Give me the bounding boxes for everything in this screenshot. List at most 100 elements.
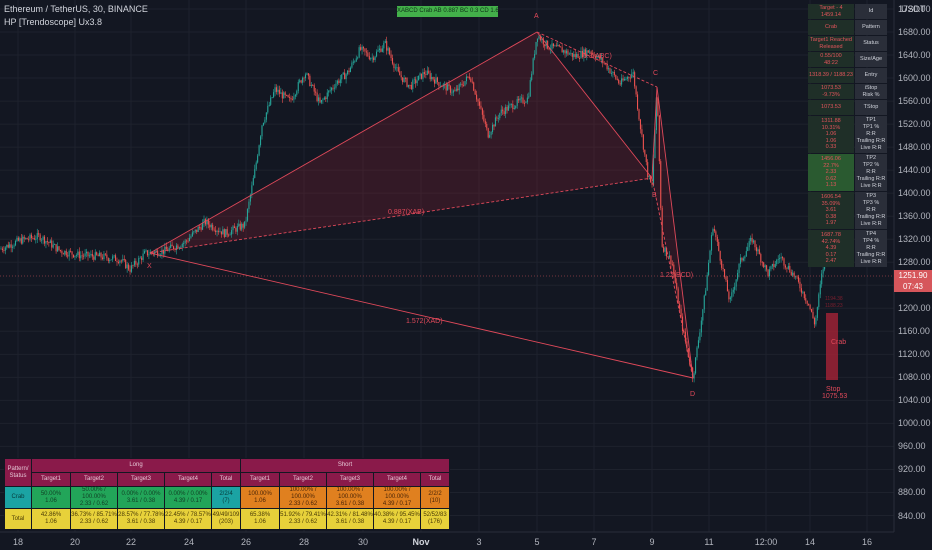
candle-body [333, 87, 336, 89]
candle-body [130, 265, 133, 272]
candle-body [122, 258, 124, 261]
candle-body [6, 244, 8, 248]
candle-body [467, 76, 469, 78]
info-label-line: TP2 % [862, 162, 880, 168]
ratio-xad-label: 1.572(XAD) [406, 318, 443, 325]
candle-body [512, 104, 514, 110]
info-value-line: 3.61 [825, 207, 837, 214]
candle-body [415, 79, 417, 84]
stats-cell: 0.00% / 0.00% 3.61 / 0.38 [117, 486, 165, 509]
candle-body [400, 75, 402, 78]
candle-body [699, 332, 701, 341]
info-value-line: 1.06 [825, 137, 837, 144]
candle-body [419, 73, 421, 76]
candle-body [626, 77, 628, 80]
candle-body [420, 73, 423, 79]
candle-body [547, 40, 549, 49]
candle-body [39, 234, 41, 241]
candle-body [787, 266, 789, 269]
info-label-line: TP3 % [862, 200, 880, 206]
candle-body [373, 57, 375, 61]
stats-cell: 52/52/83 (176) [420, 508, 450, 530]
candle-body [779, 258, 781, 260]
stats-cell-line: 4.39 / 0.17 [173, 497, 203, 504]
price-tick-label: 960.00 [898, 441, 926, 452]
candle-body [33, 238, 35, 240]
candle-body [763, 262, 765, 268]
candle-body [3, 250, 5, 251]
candle-body [193, 231, 195, 233]
candle-body [783, 258, 785, 266]
candle-body [291, 99, 293, 101]
stats-subheader: Target4 [164, 472, 212, 487]
candle-body [521, 97, 523, 99]
candle-body [261, 125, 263, 137]
candle-body [357, 57, 359, 59]
candle-body [232, 226, 234, 231]
candle-body [541, 38, 543, 41]
time-tick-label: 5 [534, 537, 540, 547]
candle-body [335, 83, 337, 88]
stats-subheader: Target3 [326, 472, 374, 487]
info-label-line: Live R:R [860, 145, 882, 151]
candle-body [244, 221, 246, 228]
pattern-badge: XABCD Crab AB 0.887 BC 0.3 CD 1.6 XD 1.5… [397, 6, 498, 17]
stats-cell-line: (7) [222, 497, 230, 504]
candle-body [700, 320, 702, 333]
candle-body [374, 56, 376, 61]
info-label-line: Risk % [862, 91, 880, 98]
candle-body [457, 88, 459, 91]
candle-body [397, 67, 399, 72]
candle-body [74, 255, 76, 258]
candle-body [663, 246, 665, 252]
candle-body [71, 251, 73, 255]
candle-body [536, 38, 539, 42]
info-value: 1687.78 42.74% 4.39 0.17 2.47 [808, 230, 854, 267]
candle-body [616, 78, 618, 80]
candle-body [816, 307, 818, 318]
candle-body [251, 185, 253, 195]
candle-body [303, 77, 305, 79]
candle-body [16, 237, 18, 241]
info-label-line: TP2 [865, 155, 877, 161]
stats-cell-line: 4.39 / 0.17 [173, 519, 203, 525]
candle-body [815, 317, 817, 325]
price-tick-label: 1160.00 [898, 326, 930, 337]
candle-body [676, 282, 678, 289]
candle-body [809, 304, 811, 310]
candle-body [115, 255, 117, 261]
candle-body [349, 67, 351, 73]
candle-body [500, 109, 502, 114]
candle-body [49, 240, 51, 243]
info-label: Pattern [855, 20, 887, 35]
ratio-xab-label: 0.887(XAB) [388, 209, 425, 216]
stats-cell-line: 42.86% [40, 512, 62, 518]
candle-body [220, 231, 222, 235]
candle-body [371, 57, 373, 59]
candle-body [270, 97, 272, 105]
info-value-line: 0.62 [825, 175, 837, 182]
candle-body [568, 53, 570, 55]
candle-body [296, 91, 298, 95]
price-tick-label: 1640.00 [898, 50, 931, 61]
candle-body [297, 82, 299, 92]
info-label-line: iStop [864, 84, 878, 91]
info-row: 1073.53 TStop [808, 100, 887, 115]
info-row: 1456.06 22.7% 2.33 0.62 1.13 TP2 TP2 % R:R Trail… [808, 154, 887, 191]
stats-subheader: Target2 [70, 472, 118, 487]
candle-body [425, 74, 427, 75]
candle-body [654, 130, 656, 159]
candle-body [26, 237, 28, 240]
currency-label[interactable]: USDT [901, 4, 926, 14]
info-label: TP2 TP2 % R:R Trailing R:R Live R:R [855, 154, 887, 191]
stats-cell-line: 36.73% / 85.71% [71, 512, 117, 518]
candle-body [758, 249, 760, 255]
info-label-line: Trailing R:R [856, 214, 886, 220]
candle-body [332, 87, 334, 89]
stats-cell: 22.45% / 78.57% 4.39 / 0.17 [164, 508, 212, 530]
candle-body [43, 236, 46, 244]
point-x-label: X [147, 263, 152, 270]
candle-body [302, 77, 304, 83]
candle-body [790, 272, 792, 276]
